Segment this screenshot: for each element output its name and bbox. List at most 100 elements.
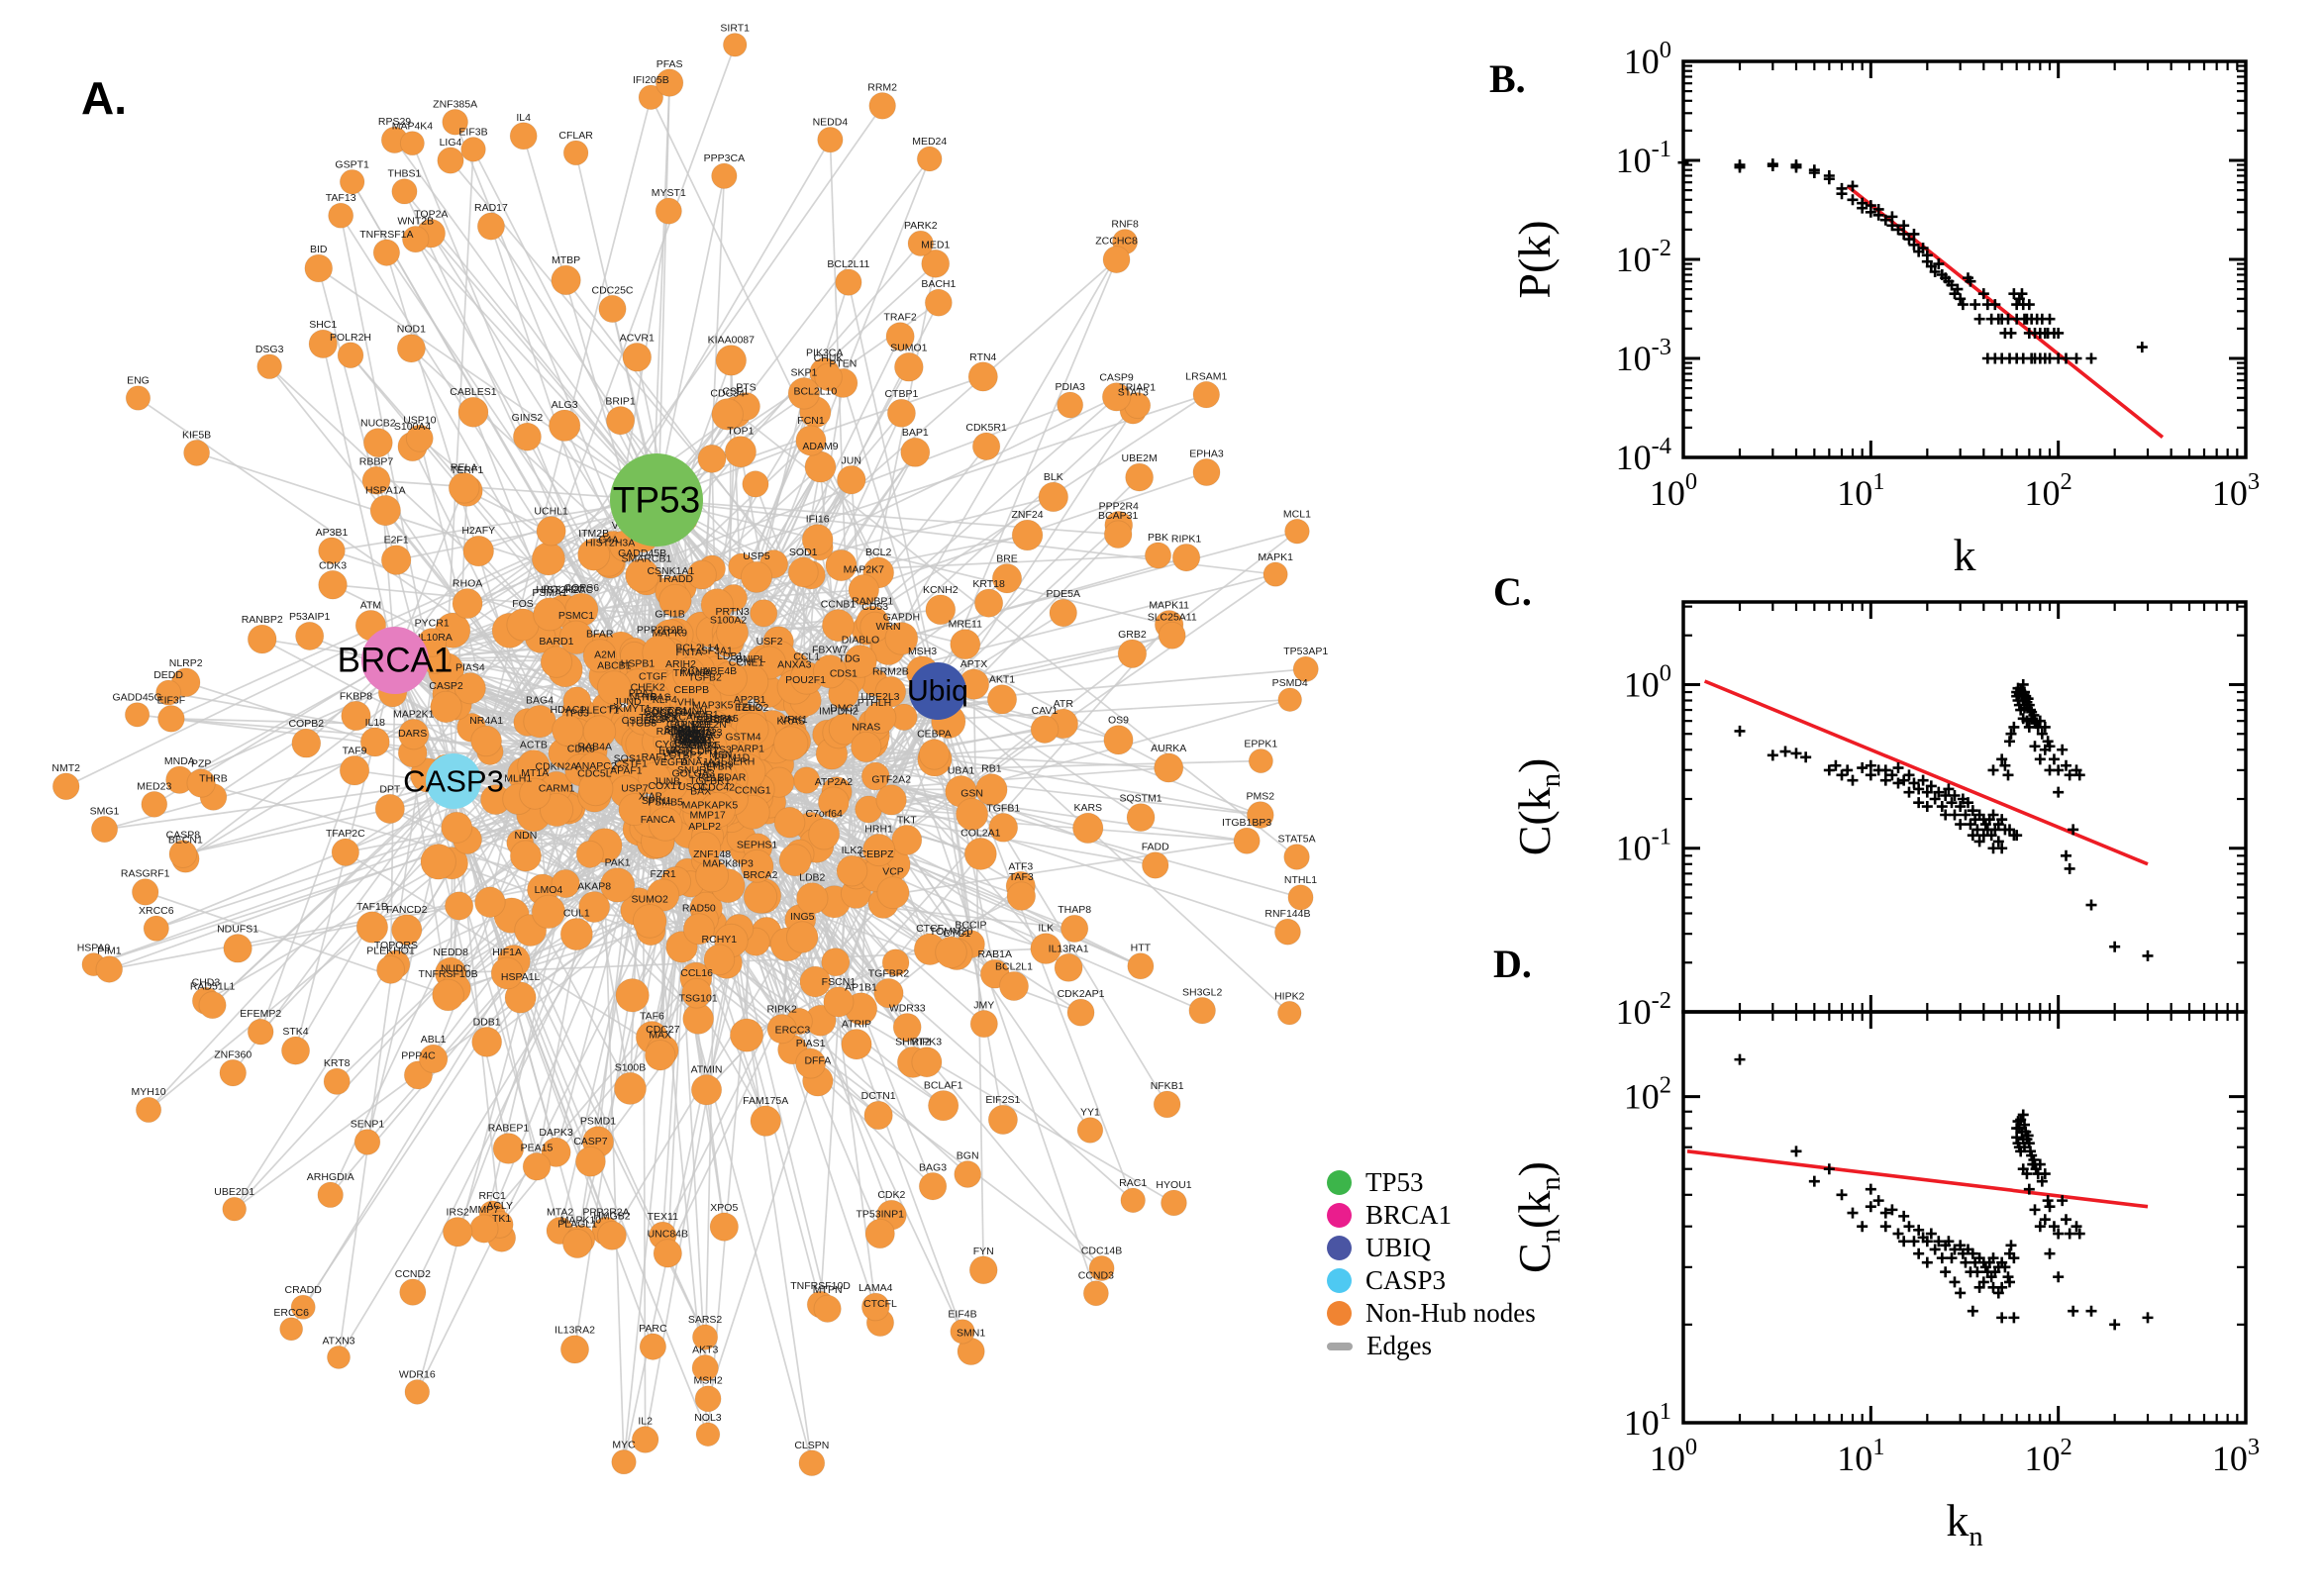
data-point (2034, 753, 2046, 765)
data-point (2004, 736, 2016, 748)
data-point (2053, 1271, 2065, 1283)
network-edge (756, 865, 890, 994)
x-tick-label: 102 (2025, 1434, 2072, 1478)
network-edge (842, 382, 939, 692)
data-point (2044, 1201, 2056, 1213)
data-point (2005, 1240, 2017, 1251)
data-point (1973, 313, 1985, 325)
x-tick-label: 100 (1650, 468, 1697, 513)
data-point (2142, 1312, 2154, 1324)
data-point (2068, 1305, 2079, 1317)
y-tick-label: 10-4 (1616, 433, 1671, 477)
network-edge (489, 722, 529, 903)
data-point (2085, 1305, 2097, 1317)
data-point (1872, 1195, 1884, 1207)
data-point (1857, 1221, 1868, 1233)
data-point (2002, 769, 2014, 781)
data-point (1898, 1236, 1910, 1247)
data-point (1955, 1287, 1967, 1299)
data-point (2002, 1271, 2014, 1283)
y-axis-label: Cn(kn) (1509, 1161, 1566, 1273)
network-edge (727, 885, 813, 1463)
plot-ticks (1681, 1012, 2248, 1425)
data-point (1734, 1053, 1746, 1065)
network-edge (887, 241, 1126, 649)
network-edge (318, 267, 657, 501)
network-edge (455, 671, 614, 706)
data-point (1836, 1189, 1848, 1201)
data-point (1903, 1221, 1915, 1233)
network-edge (705, 902, 884, 1091)
plot-ticks (1681, 59, 2248, 459)
data-point (1892, 1228, 1904, 1240)
x-tick-label: 103 (2212, 1434, 2260, 1478)
network-edge (574, 152, 657, 501)
network-edge (212, 440, 812, 1006)
data-point (1913, 1247, 1925, 1259)
data-point (1808, 1175, 1820, 1187)
network-edge (184, 687, 471, 860)
data-point (1865, 1201, 1876, 1213)
network-edge (889, 691, 1097, 1294)
network-edge (848, 281, 939, 692)
data-point (2064, 1228, 2075, 1240)
x-tick-label: 103 (2212, 468, 2260, 513)
data-point (1790, 161, 1802, 173)
data-point (1734, 161, 1746, 173)
scatter-points (1734, 678, 2154, 961)
data-point (1790, 748, 1802, 759)
network-edge (666, 690, 939, 1254)
data-point (2023, 299, 2035, 311)
network-edge (366, 780, 454, 1143)
data-point (1987, 764, 1999, 776)
y-tick-label: 10-3 (1616, 334, 1671, 378)
network-edge (791, 624, 1170, 1050)
network-panel: TP53RKKIAA0087THAP8CDC14BDSG3NTHL1SNURFC… (51, 22, 1328, 1477)
data-point (1847, 774, 1859, 786)
data-point (1823, 1163, 1835, 1175)
data-point (2008, 1312, 2020, 1324)
data-point (1847, 1207, 1859, 1219)
y-tick-label: 100 (1624, 659, 1671, 704)
data-point (2029, 1204, 2041, 1216)
data-point (1779, 746, 1791, 757)
x-axis-label: k (1954, 530, 1976, 580)
network-edge (456, 744, 643, 1233)
data-point (2061, 1214, 2071, 1226)
data-point (1996, 1312, 2008, 1324)
data-point (1936, 1252, 1948, 1264)
y-tick-label: 101 (1624, 1398, 1671, 1443)
data-point (2085, 352, 2097, 364)
data-point (2044, 1247, 2056, 1259)
data-point (1836, 188, 1848, 200)
data-point (1800, 751, 1812, 763)
data-point (1767, 749, 1778, 761)
data-point (2053, 786, 2065, 798)
fit-line (1686, 1149, 2149, 1209)
network-edge (656, 175, 726, 501)
y-tick-label: 10-2 (1616, 987, 1671, 1032)
data-point (2064, 862, 2075, 874)
data-point (1949, 1276, 1961, 1288)
network-edge (170, 499, 657, 720)
data-point (1898, 1210, 1910, 1222)
data-point (1857, 762, 1868, 774)
data-point (1949, 809, 1961, 821)
data-point (1940, 1266, 1952, 1278)
network-edge (623, 796, 694, 1462)
data-point (2044, 313, 2056, 325)
y-tick-label: 10-1 (1616, 136, 1671, 180)
network-edge (322, 344, 396, 661)
data-point (1734, 725, 1746, 737)
data-point (1790, 1146, 1802, 1157)
x-tick-label: 101 (1837, 468, 1884, 513)
fit-line (1846, 184, 2165, 439)
x-tick-label: 101 (1837, 1434, 1884, 1478)
data-point (1767, 160, 1778, 172)
network-edge (182, 780, 454, 855)
network-edge (972, 684, 985, 1270)
network-edge (937, 524, 1120, 692)
